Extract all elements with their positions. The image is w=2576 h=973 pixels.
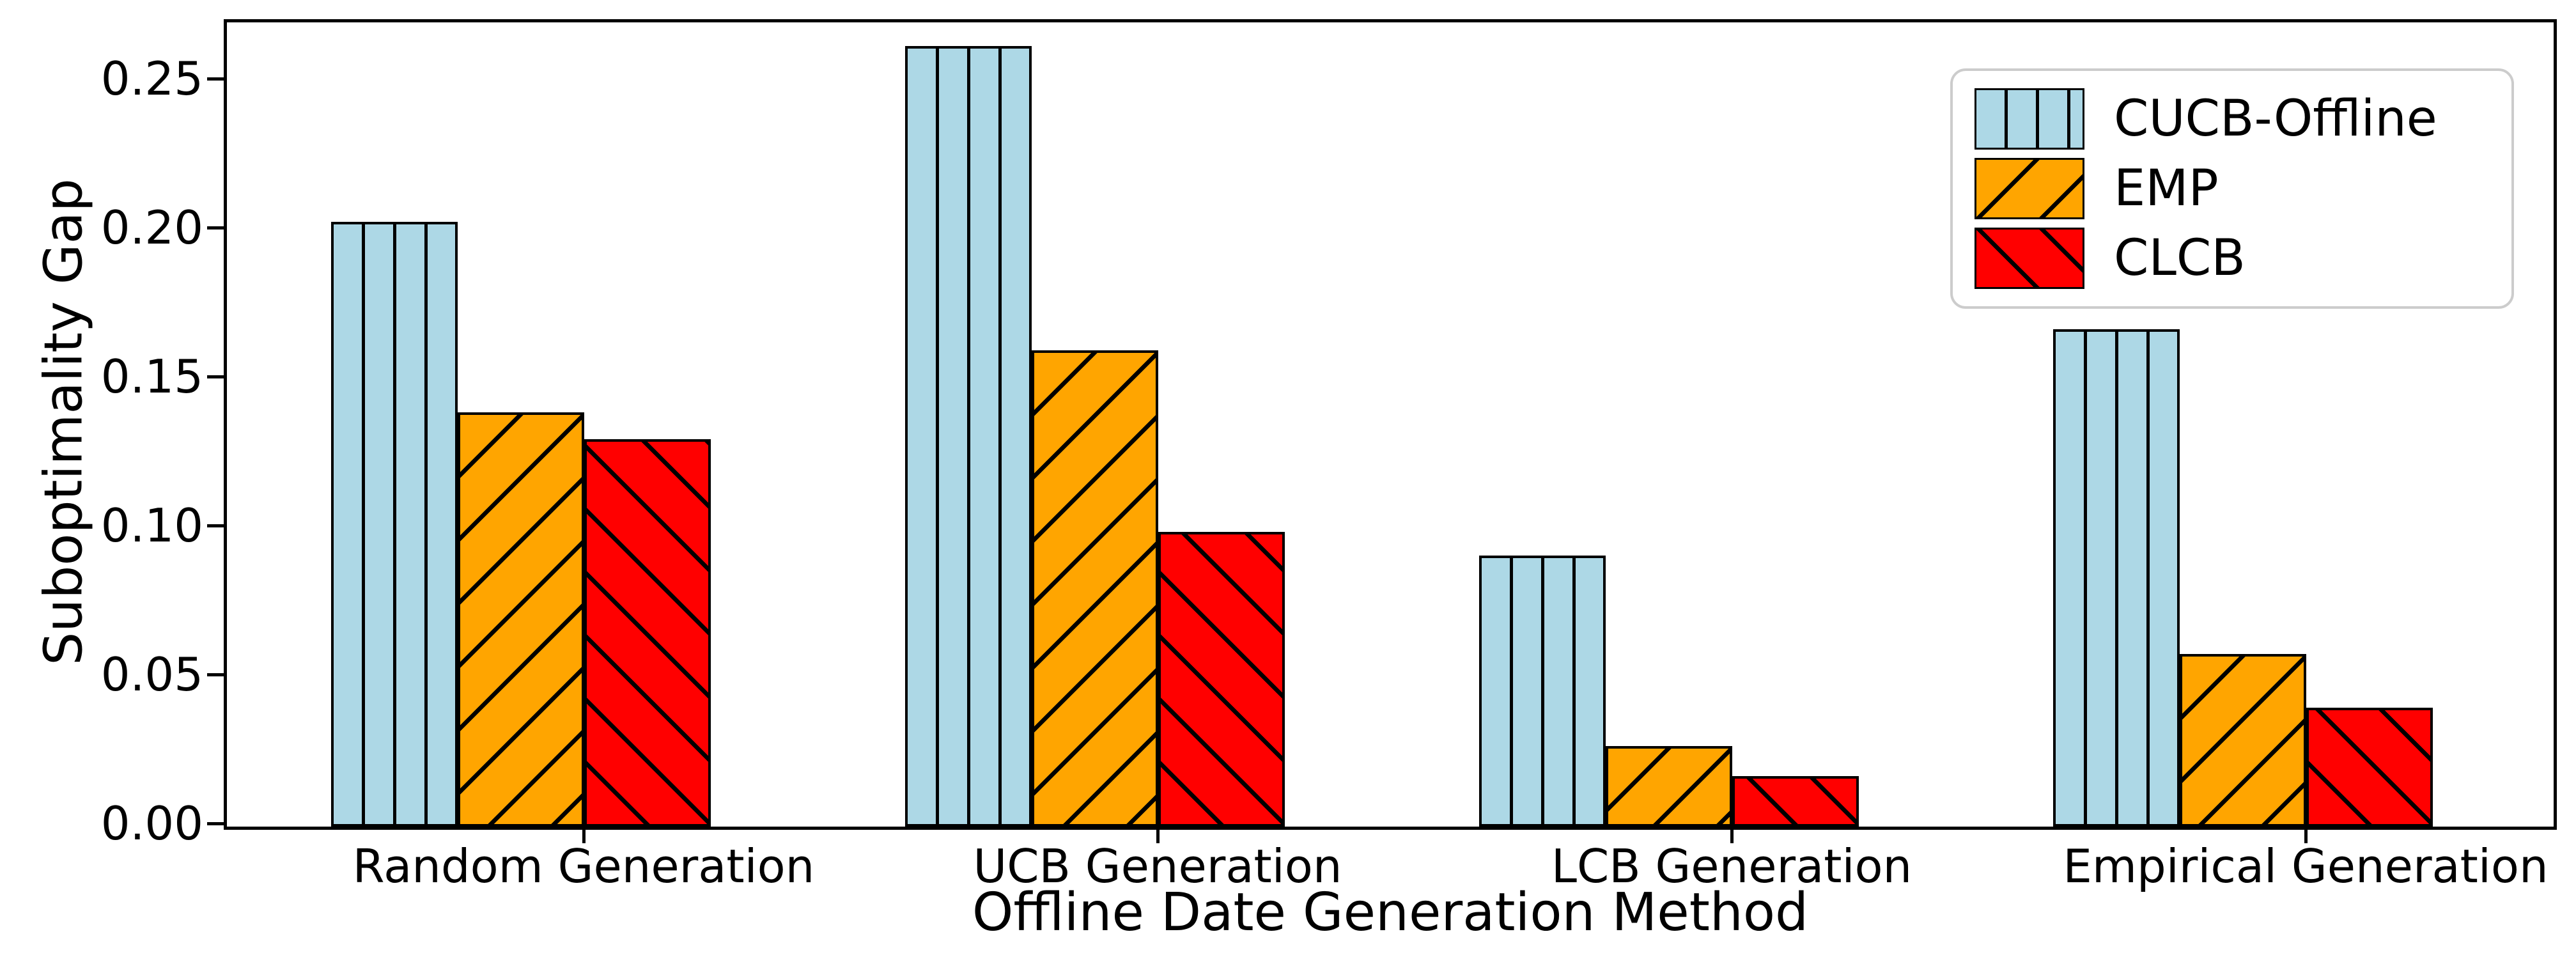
bar-EMP-Empirical Generation <box>2180 654 2306 827</box>
bar-EMP-Random Generation <box>458 412 584 827</box>
x-tick-mark <box>2304 827 2308 843</box>
x-tick-label-Empirical Generation: Empirical Generation <box>2063 839 2549 893</box>
y-tick-label: 0.20 <box>100 201 203 254</box>
bar-CLCB-LCB Generation <box>1732 776 1859 827</box>
legend-swatch-backward-diagonal-icon <box>1975 228 2084 289</box>
legend-item-CUCB-Offline: CUCB-Offline <box>1975 88 2490 150</box>
y-tick-mark-0.00 <box>207 822 224 825</box>
x-axis-label: Offline Date Generation Method <box>972 882 1809 943</box>
bar-CLCB-Random Generation <box>584 439 711 827</box>
y-tick-label: 0.25 <box>100 52 203 105</box>
legend-swatch-forward-diagonal-icon <box>1975 158 2084 219</box>
y-tick-mark-0.05 <box>207 673 224 676</box>
bars-layer <box>227 22 2554 827</box>
y-tick-label: 0.00 <box>100 797 203 850</box>
y-tick-mark-0.20 <box>207 226 224 230</box>
bar-CLCB-UCB Generation <box>1158 532 1285 827</box>
bar-CUCB-Offline-UCB Generation <box>905 46 1032 827</box>
x-tick-label-LCB Generation: LCB Generation <box>1551 839 1913 893</box>
y-tick-label: 0.10 <box>100 499 203 552</box>
y-tick-mark-0.15 <box>207 375 224 378</box>
bar-CLCB-Empirical Generation <box>2306 708 2433 827</box>
x-tick-label-Random Generation: Random Generation <box>352 839 815 893</box>
bar-EMP-LCB Generation <box>1606 746 1732 827</box>
legend-label: CUCB-Offline <box>2114 90 2437 148</box>
y-tick-mark-0.25 <box>207 77 224 81</box>
x-tick-mark <box>1156 827 1160 843</box>
legend: CUCB-Offline EMP CLCB <box>1950 68 2514 309</box>
legend-item-CLCB: CLCB <box>1975 228 2490 289</box>
bar-CUCB-Offline-LCB Generation <box>1479 556 1606 827</box>
x-tick-label-UCB Generation: UCB Generation <box>973 839 1342 893</box>
y-tick-label: 0.05 <box>100 648 203 701</box>
bar-CUCB-Offline-Random Generation <box>331 222 458 827</box>
legend-label: EMP <box>2114 160 2219 217</box>
legend-label: CLCB <box>2114 230 2246 287</box>
bar-CUCB-Offline-Empirical Generation <box>2053 329 2180 827</box>
y-tick-label: 0.15 <box>100 350 203 403</box>
plot-area: CUCB-Offline EMP CLCB <box>224 19 2557 830</box>
legend-item-EMP: EMP <box>1975 158 2490 219</box>
x-tick-mark <box>582 827 586 843</box>
x-tick-mark <box>1730 827 1734 843</box>
y-tick-mark-0.10 <box>207 524 224 527</box>
bar-EMP-UCB Generation <box>1032 350 1158 827</box>
legend-swatch-vertical-icon <box>1975 88 2084 150</box>
